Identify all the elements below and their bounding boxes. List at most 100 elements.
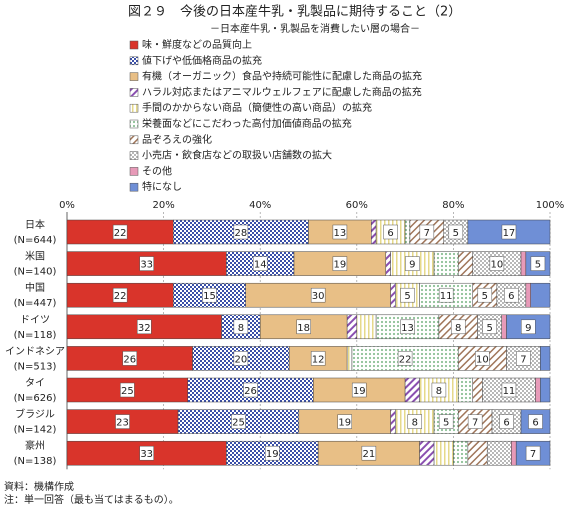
- value-label: 7: [520, 354, 526, 365]
- value-label: 33: [140, 449, 153, 460]
- value-label: 19: [353, 386, 366, 397]
- legend-label: 有機（オーガニック）食品や持続可能性に配慮した商品の拡充: [142, 70, 422, 83]
- bar-segment: [404, 219, 411, 245]
- value-label: 6: [387, 228, 393, 239]
- value-label-box: [337, 414, 352, 429]
- note: 注：単一回答（最も当てはまるもの）。: [4, 493, 179, 506]
- bar-segment: [419, 440, 435, 466]
- value-label-box: [120, 382, 135, 398]
- y-tick-sublabel: (N=138): [14, 456, 57, 467]
- value-label-box: [438, 414, 454, 429]
- legend-label: 品ぞろえの強化: [142, 133, 212, 146]
- value-label: 7: [424, 228, 430, 239]
- x-tick-label: 40%: [249, 200, 271, 211]
- value-label: 23: [116, 418, 129, 429]
- value-label-box: [332, 256, 348, 271]
- bar-segment: [535, 377, 541, 403]
- value-label-box: [252, 256, 268, 271]
- value-label: 8: [238, 323, 244, 334]
- value-label: 5: [404, 291, 410, 302]
- value-label: 17: [503, 228, 516, 239]
- value-label: 19: [334, 260, 347, 271]
- value-label: 19: [266, 449, 279, 460]
- bar-segment: [457, 377, 473, 403]
- y-tick-sublabel: (N=142): [14, 425, 57, 436]
- value-label: 5: [453, 228, 459, 239]
- bar-segment: [453, 440, 469, 466]
- value-label: 30: [312, 291, 325, 302]
- bar-segment: [467, 440, 488, 466]
- y-tick-label: 米国: [25, 250, 45, 263]
- value-label: 26: [244, 386, 257, 397]
- value-label: 14: [254, 260, 267, 271]
- value-label-box: [139, 256, 154, 271]
- legend-swatch: [129, 72, 139, 81]
- value-label-box: [383, 224, 398, 240]
- bar-segment: [486, 440, 512, 466]
- bar-segment: [530, 282, 551, 308]
- value-label-box: [310, 351, 326, 366]
- y-tick-label: 豪州: [25, 439, 45, 452]
- value-label: 12: [312, 354, 325, 365]
- y-tick-sublabel: (N=626): [14, 393, 57, 404]
- value-label-box: [397, 351, 413, 366]
- value-label: 22: [114, 228, 127, 239]
- value-label: 18: [297, 323, 310, 334]
- y-tick-sublabel: (N=513): [14, 361, 57, 372]
- bar-segment: [515, 440, 551, 466]
- bar-segment: [395, 409, 435, 434]
- value-label-box: [202, 287, 217, 303]
- value-label-box: [438, 287, 454, 303]
- bar-segment: [390, 409, 396, 434]
- value-label-box: [525, 445, 541, 461]
- value-label: 25: [121, 386, 134, 397]
- value-label-box: [499, 414, 514, 429]
- legend-swatch: [129, 151, 139, 160]
- value-label-box: [310, 287, 326, 303]
- value-label: 28: [235, 228, 248, 239]
- value-label: 15: [203, 291, 216, 302]
- legend-label: 特になし: [142, 181, 182, 193]
- x-tick-label: 20%: [152, 200, 174, 211]
- y-tick-sublabel: (N=118): [14, 330, 57, 341]
- bar-segment: [457, 251, 473, 276]
- value-label-box: [528, 414, 543, 429]
- value-label-box: [233, 319, 249, 335]
- legend-swatch: [129, 56, 139, 66]
- legend-label: その他: [142, 164, 172, 177]
- bar-segment: [501, 314, 507, 340]
- value-label: 8: [412, 418, 418, 429]
- y-tick-label: ブラジル: [15, 408, 55, 421]
- value-label: 5: [443, 418, 449, 429]
- legend-swatch: [129, 88, 139, 97]
- bar-segment: [540, 377, 551, 403]
- value-label-box: [137, 319, 152, 335]
- y-tick-sublabel: (N=644): [14, 235, 57, 246]
- y-tick-sublabel: (N=447): [14, 298, 57, 309]
- legend-label: ハラル対応またはアニマルウェルフェアに配慮した商品の拡充: [142, 85, 422, 98]
- bar-segment: [356, 314, 377, 340]
- legend-swatch: [129, 167, 139, 176]
- value-label-box: [516, 351, 531, 366]
- bar-segment: [540, 346, 551, 371]
- legend-label: 手間のかからない商品（簡便性の高い商品）の拡充: [142, 101, 372, 114]
- value-label-box: [521, 319, 536, 335]
- legend-label: 値下げや低価格商品の拡充: [142, 54, 262, 67]
- value-label: 6: [503, 418, 509, 429]
- value-label: 19: [338, 418, 351, 429]
- value-label: 6: [532, 418, 538, 429]
- value-label: 5: [482, 291, 488, 302]
- value-label: 33: [140, 260, 153, 271]
- value-label-box: [112, 287, 128, 303]
- bar-segment: [346, 346, 353, 371]
- value-label-box: [431, 382, 447, 398]
- x-tick-label: 80%: [442, 200, 464, 211]
- value-label-box: [400, 287, 415, 303]
- value-label-box: [265, 445, 280, 461]
- y-tick-label: ドイツ: [20, 315, 50, 326]
- value-label: 8: [436, 386, 442, 397]
- value-label: 21: [363, 449, 376, 460]
- legend-swatch: [129, 182, 139, 192]
- value-label: 10: [476, 354, 489, 365]
- bar-segment: [390, 282, 396, 308]
